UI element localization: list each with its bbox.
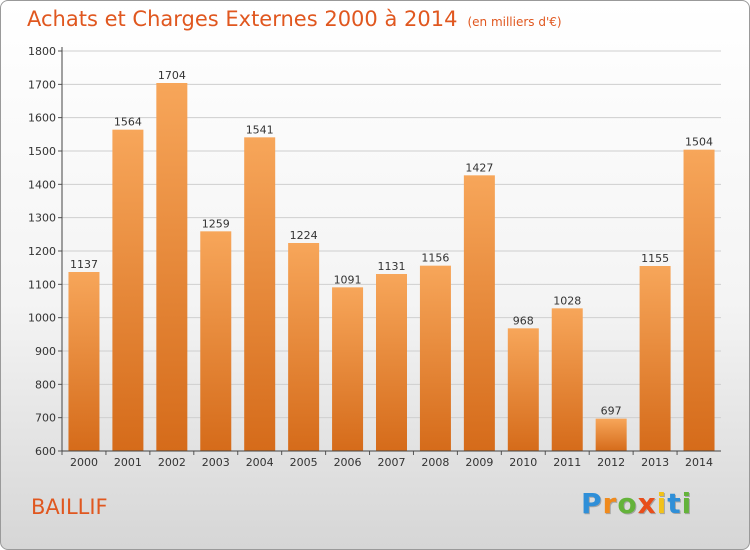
x-tick-label: 2000 [70, 456, 98, 469]
logo-letter: r [602, 487, 618, 520]
bar-value-label: 968 [513, 314, 534, 327]
bar [244, 137, 276, 452]
y-tick-label: 1700 [28, 78, 56, 91]
x-tick-label: 2013 [641, 456, 669, 469]
bar-value-label: 1704 [158, 69, 186, 82]
y-axis-ticks: 600 700 800 900 1000 1100 1200 1300 1400 1500 1600… [28, 45, 62, 458]
x-tick-label: 2004 [246, 456, 274, 469]
logo-letter: x [637, 487, 657, 520]
y-tick-label: 1800 [28, 45, 56, 58]
x-tick-label: 2001 [114, 456, 142, 469]
chart-title: Achats et Charges Externes 2000 à 2014 (e… [27, 7, 562, 31]
y-tick-label: 600 [35, 445, 56, 458]
x-tick-label: 2005 [290, 456, 318, 469]
x-tick-label: 2007 [378, 456, 406, 469]
bar-value-label: 1091 [334, 273, 362, 286]
bar [156, 83, 188, 451]
bar [507, 328, 539, 451]
bar-value-label: 1156 [421, 252, 449, 265]
chart-title-main: Achats et Charges Externes 2000 à 2014 [27, 7, 458, 31]
bar-value-label: 697 [601, 405, 622, 418]
y-tick-label: 800 [35, 378, 56, 391]
y-tick-label: 1400 [28, 178, 56, 191]
x-tick-label: 2003 [202, 456, 230, 469]
bar [551, 308, 583, 451]
commune-name: BAILLIF [31, 495, 108, 519]
logo-letter: i [681, 487, 693, 520]
x-tick-label: 2008 [421, 456, 449, 469]
x-tick-label: 2012 [597, 456, 625, 469]
bar [288, 243, 320, 451]
x-tick-label: 2011 [553, 456, 581, 469]
y-tick-label: 1100 [28, 278, 56, 291]
bar [68, 272, 100, 451]
x-tick-label: 2010 [509, 456, 537, 469]
bar-value-label: 1564 [114, 116, 142, 129]
bars: 1137 1564 1704 1259 1541 1224 1091 1131 1156 1427… [68, 69, 715, 452]
x-tick-label: 2006 [334, 456, 362, 469]
y-tick-label: 900 [35, 345, 56, 358]
bar [419, 265, 451, 451]
bar [200, 231, 232, 451]
bar [683, 149, 715, 451]
logo-letter: o [617, 487, 638, 520]
bar-value-label: 1155 [641, 252, 669, 265]
logo-letter: i [656, 487, 668, 520]
bar-value-label: 1427 [465, 161, 493, 174]
bar [639, 266, 671, 451]
x-tick-label: 2014 [685, 456, 713, 469]
x-axis-ticks: 2000 2001 2002 2003 2004 2005 2006 2007 2008 2009… [61, 451, 713, 469]
bar-value-label: 1028 [553, 294, 581, 307]
bar-value-label: 1131 [378, 260, 406, 273]
bar-value-label: 1137 [70, 258, 98, 271]
bar [376, 274, 407, 451]
y-tick-label: 1200 [28, 245, 56, 258]
x-tick-label: 2002 [158, 456, 186, 469]
logo-letter: t [667, 487, 682, 520]
bar [463, 175, 495, 452]
y-tick-label: 1000 [28, 312, 56, 325]
bar-value-label: 1541 [246, 123, 274, 136]
axes [61, 47, 721, 452]
y-tick-label: 700 [35, 412, 56, 425]
logo-letter: P [581, 487, 603, 520]
bar [112, 129, 144, 451]
y-tick-label: 1600 [28, 112, 56, 125]
chart-subtitle: (en milliers d'€) [467, 15, 562, 29]
bar-value-label: 1504 [685, 136, 713, 149]
bar-value-label: 1259 [202, 217, 230, 230]
bar [595, 418, 627, 451]
x-tick-label: 2009 [465, 456, 493, 469]
y-tick-label: 1500 [28, 145, 56, 158]
y-tick-label: 1300 [28, 212, 56, 225]
bar [332, 287, 364, 451]
proxiti-logo: Proxiti [581, 487, 692, 520]
bar-value-label: 1224 [290, 229, 318, 242]
